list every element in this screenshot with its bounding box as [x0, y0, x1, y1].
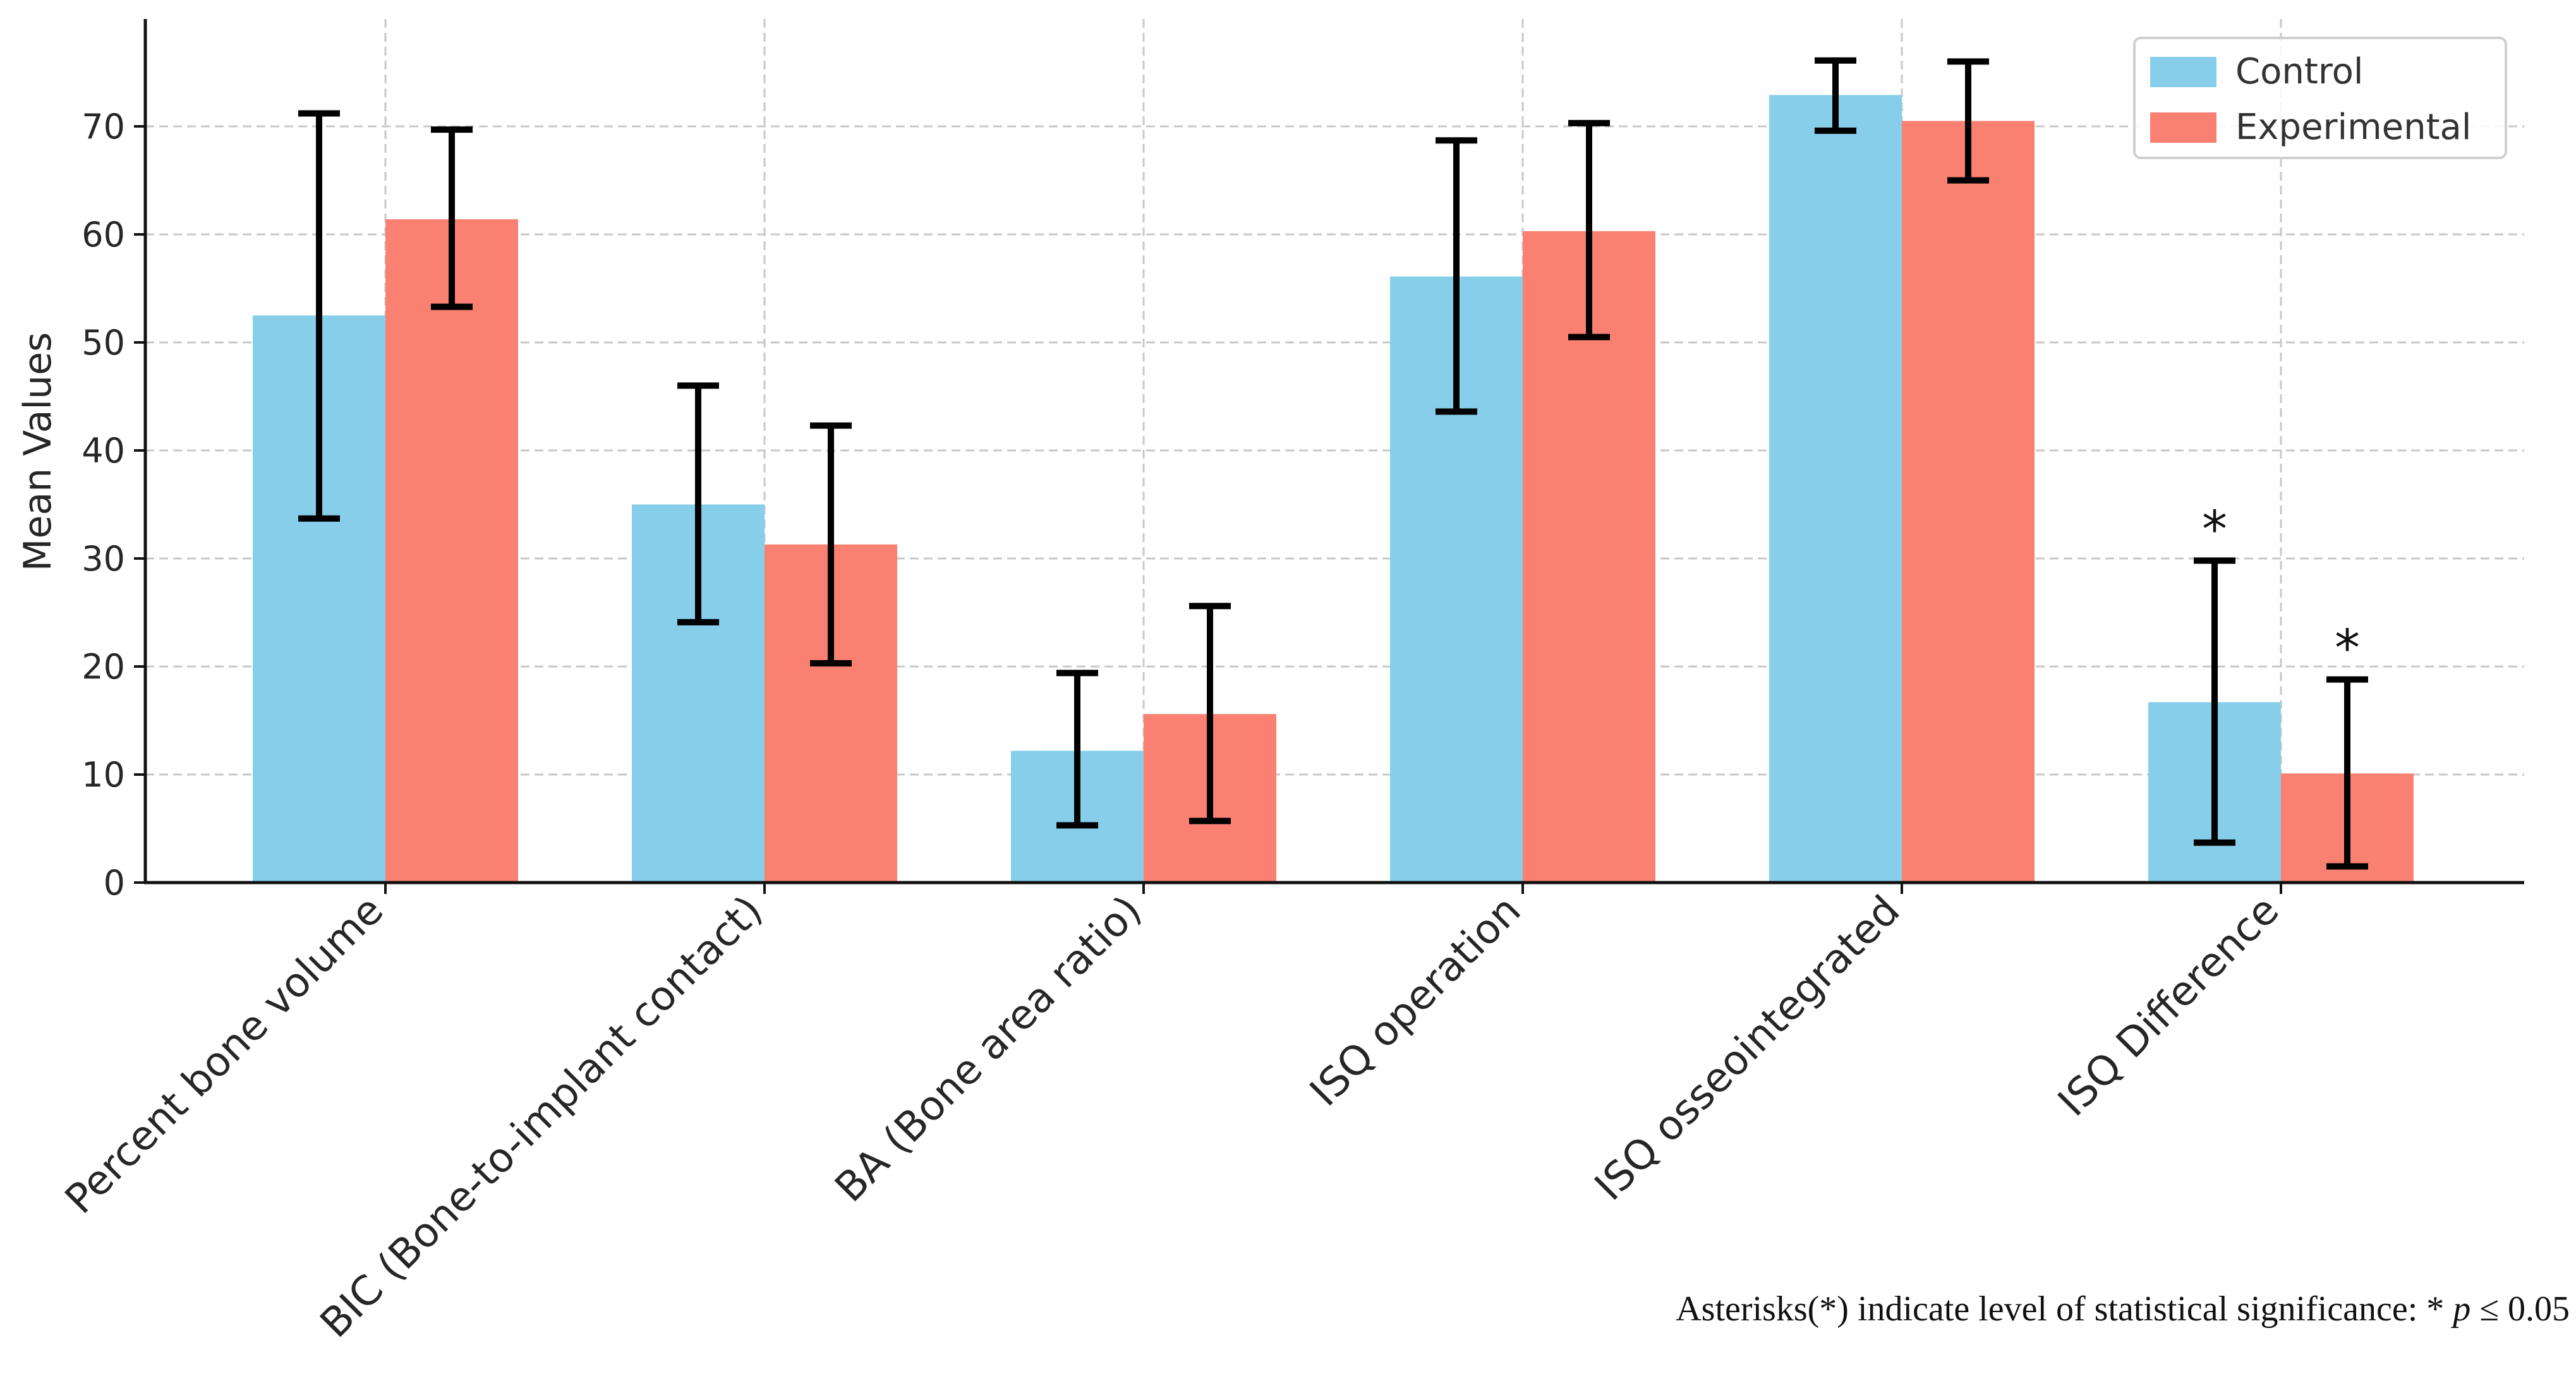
- x-tick-label: ISQ Difference: [2050, 887, 2289, 1126]
- footnote-p-symbol: p: [2453, 1289, 2471, 1329]
- axes: [134, 19, 2524, 894]
- y-tick-label: 70: [82, 107, 125, 147]
- legend-label-control: Control: [2235, 51, 2363, 92]
- x-tick-label: Percent bone volume: [56, 887, 392, 1223]
- y-tick-label: 10: [82, 755, 125, 795]
- legend-label-experimental: Experimental: [2235, 107, 2471, 148]
- y-axis-label: Mean Values: [16, 332, 60, 572]
- bar-experimental: [1902, 121, 2035, 883]
- y-tick-label: 30: [82, 539, 125, 579]
- legend-frame: [2133, 37, 2507, 159]
- x-tick-label: ISQ osseointegrated: [1586, 887, 1909, 1210]
- bars: [253, 95, 2414, 883]
- error-bars: [298, 57, 2368, 870]
- significance-asterisk: *: [2202, 500, 2227, 558]
- y-tick-label: 40: [82, 431, 125, 471]
- x-tick-label: ISQ operation: [1302, 887, 1530, 1116]
- y-tick-label: 0: [104, 863, 125, 903]
- footnote-suffix: ≤ 0.05: [2470, 1289, 2570, 1329]
- x-tick-label: BA (Bone area ratio): [826, 887, 1151, 1211]
- y-tick-label: 50: [82, 323, 125, 363]
- legend: Control Experimental: [2133, 37, 2507, 159]
- y-tick-label: 20: [82, 647, 125, 687]
- x-tick-label: BIC (Bone-to-implant contact): [311, 887, 771, 1347]
- legend-swatch-control: [2150, 57, 2216, 87]
- legend-swatch-experimental: [2150, 112, 2216, 143]
- bar-control: [1769, 95, 1902, 883]
- significance-footnote: Asterisks(*) indicate level of statistic…: [1676, 1289, 2570, 1329]
- y-tick-label: 60: [82, 215, 125, 255]
- bar-experimental: [385, 219, 518, 883]
- significance-asterisk: *: [2335, 619, 2360, 678]
- footnote-prefix: Asterisks(*) indicate level of statistic…: [1676, 1289, 2453, 1329]
